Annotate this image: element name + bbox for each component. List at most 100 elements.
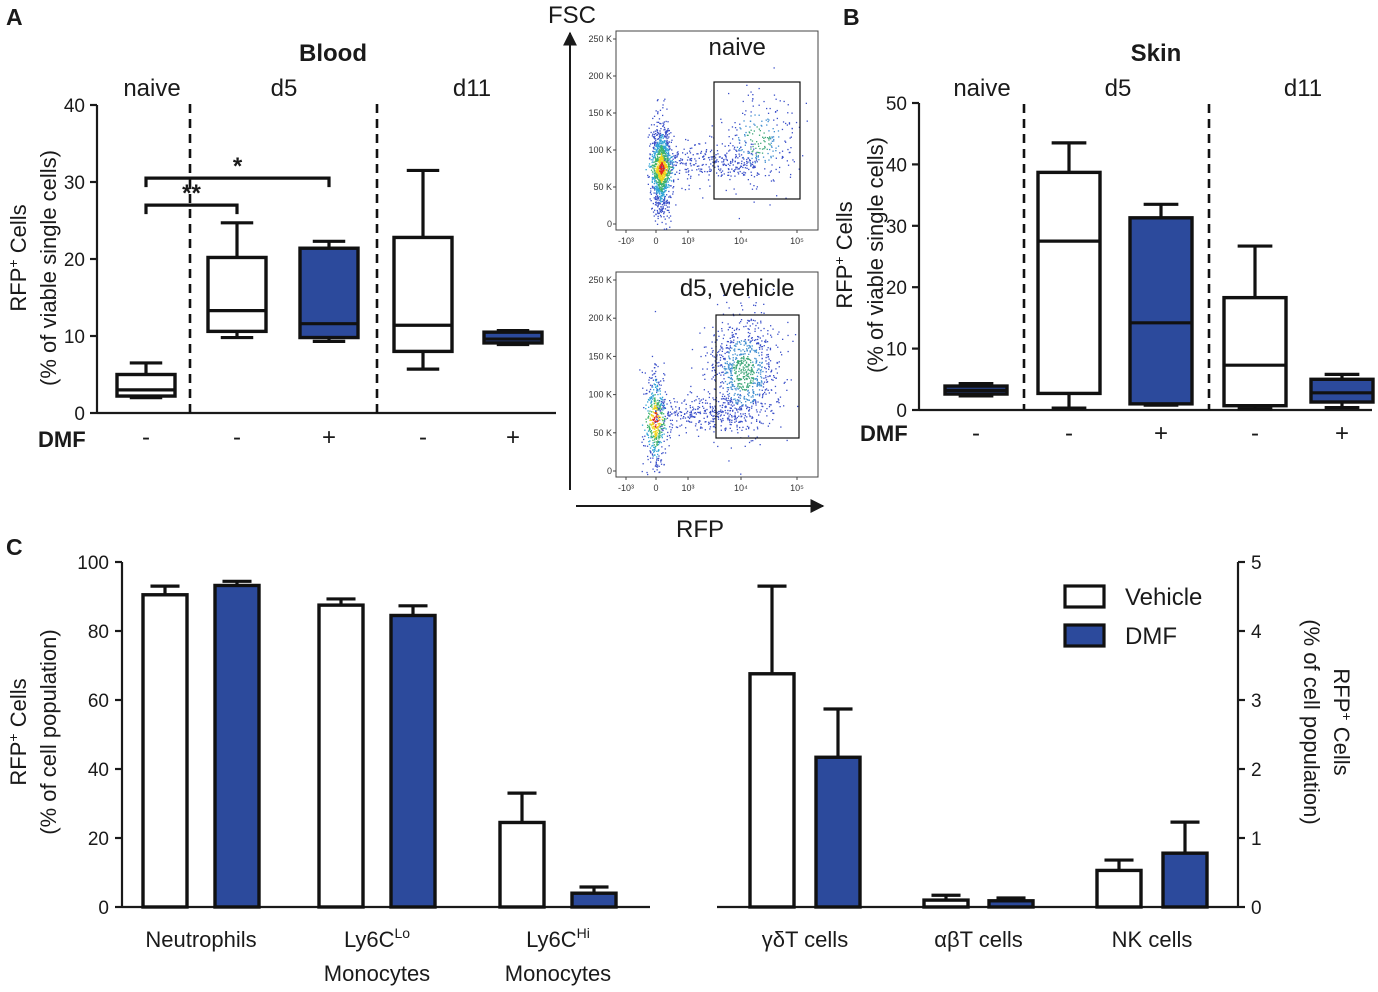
flow-event [753, 366, 755, 368]
flow-event [653, 192, 655, 194]
flow-event [704, 373, 706, 376]
flow-event [731, 327, 734, 329]
flow-event [734, 292, 736, 295]
flow-event [775, 344, 777, 346]
legend: Vehicle DMF [1063, 584, 1202, 650]
blood-title: Blood [299, 40, 367, 67]
flow-event [729, 142, 732, 144]
flow-event [666, 152, 668, 155]
flow-event [666, 160, 668, 163]
flow-event [735, 168, 737, 170]
flow-event [759, 420, 761, 422]
flow-event [764, 147, 766, 149]
flow-event [758, 395, 761, 397]
flow-event [714, 374, 716, 377]
flow-event [738, 415, 740, 417]
flow-event [669, 161, 671, 163]
flow-event [659, 134, 662, 137]
flow-event [739, 348, 741, 351]
flow-event [781, 354, 783, 356]
flow-event [787, 148, 789, 151]
flow-event [660, 384, 662, 386]
flow-event [738, 354, 741, 356]
flow-event [668, 445, 670, 447]
flow-event [776, 109, 778, 112]
flow-event [737, 385, 739, 387]
flow-event [731, 334, 733, 336]
flow-event [769, 349, 772, 351]
flow-event [790, 136, 792, 138]
flow-event [655, 421, 657, 423]
flow-event [656, 391, 658, 393]
flow-event [741, 415, 743, 417]
flow-event [787, 112, 789, 114]
flow-event [746, 416, 748, 418]
flow-event [743, 398, 745, 400]
flow-event [658, 153, 660, 155]
flow-event [659, 178, 661, 180]
flow-event [735, 333, 737, 335]
flow-event [660, 380, 662, 382]
flow-event [711, 414, 713, 416]
flow-event [654, 204, 657, 206]
flow-event [660, 167, 662, 169]
flow-event [655, 144, 658, 146]
flow-event [776, 124, 778, 126]
flow-event [703, 158, 706, 160]
flow-event [721, 321, 724, 324]
flow-event [775, 392, 777, 394]
flow-event [660, 135, 663, 137]
flow-event [732, 409, 734, 411]
flow-event [656, 458, 658, 460]
flow-event [662, 178, 665, 180]
flow-event [661, 158, 663, 160]
flow-event [658, 400, 661, 402]
flow-event [662, 429, 664, 432]
flow-event [735, 418, 737, 420]
flow-event [655, 182, 657, 184]
bar-left-category-label-line2: Monocytes [505, 961, 611, 986]
flow-event [663, 183, 665, 185]
flow-event [751, 368, 753, 370]
flow-event [704, 142, 707, 144]
flow-event [736, 399, 739, 401]
flow-event [661, 175, 663, 177]
flow-event [760, 422, 762, 424]
flow-ytick-label: 50 K [593, 428, 612, 438]
flow-event [756, 383, 758, 385]
flow-event [721, 395, 724, 398]
flow-event [723, 173, 725, 175]
flow-event [651, 454, 654, 456]
flow-event [668, 201, 670, 203]
flow-event [655, 133, 657, 135]
flow-event [755, 339, 757, 341]
flow-event [660, 174, 662, 177]
flow-event [666, 145, 668, 147]
flow-event [669, 419, 672, 421]
flow-event [662, 424, 664, 426]
flow-event [664, 208, 667, 210]
flow-event [747, 356, 749, 358]
skin-ylabel-2: (% of viable single cells) [863, 137, 888, 373]
flow-event [733, 369, 736, 371]
flow-event [653, 403, 655, 405]
flow-event [714, 418, 716, 420]
flow-event [768, 362, 770, 364]
flow-event [729, 410, 731, 412]
flow-event [671, 163, 673, 166]
flow-event [748, 151, 751, 153]
flow-event [654, 174, 656, 176]
flow-event [661, 161, 663, 164]
flow-event [763, 140, 765, 142]
flow-event [747, 363, 750, 365]
flow-event [785, 197, 787, 199]
flow-event [737, 378, 740, 380]
flow-event [654, 163, 657, 165]
flow-event [659, 140, 661, 142]
flow-event [727, 413, 729, 415]
flow-event [666, 435, 669, 437]
flow-event [697, 435, 700, 437]
flow-event [664, 135, 666, 137]
flow-event [652, 444, 654, 447]
flow-event [739, 409, 741, 411]
